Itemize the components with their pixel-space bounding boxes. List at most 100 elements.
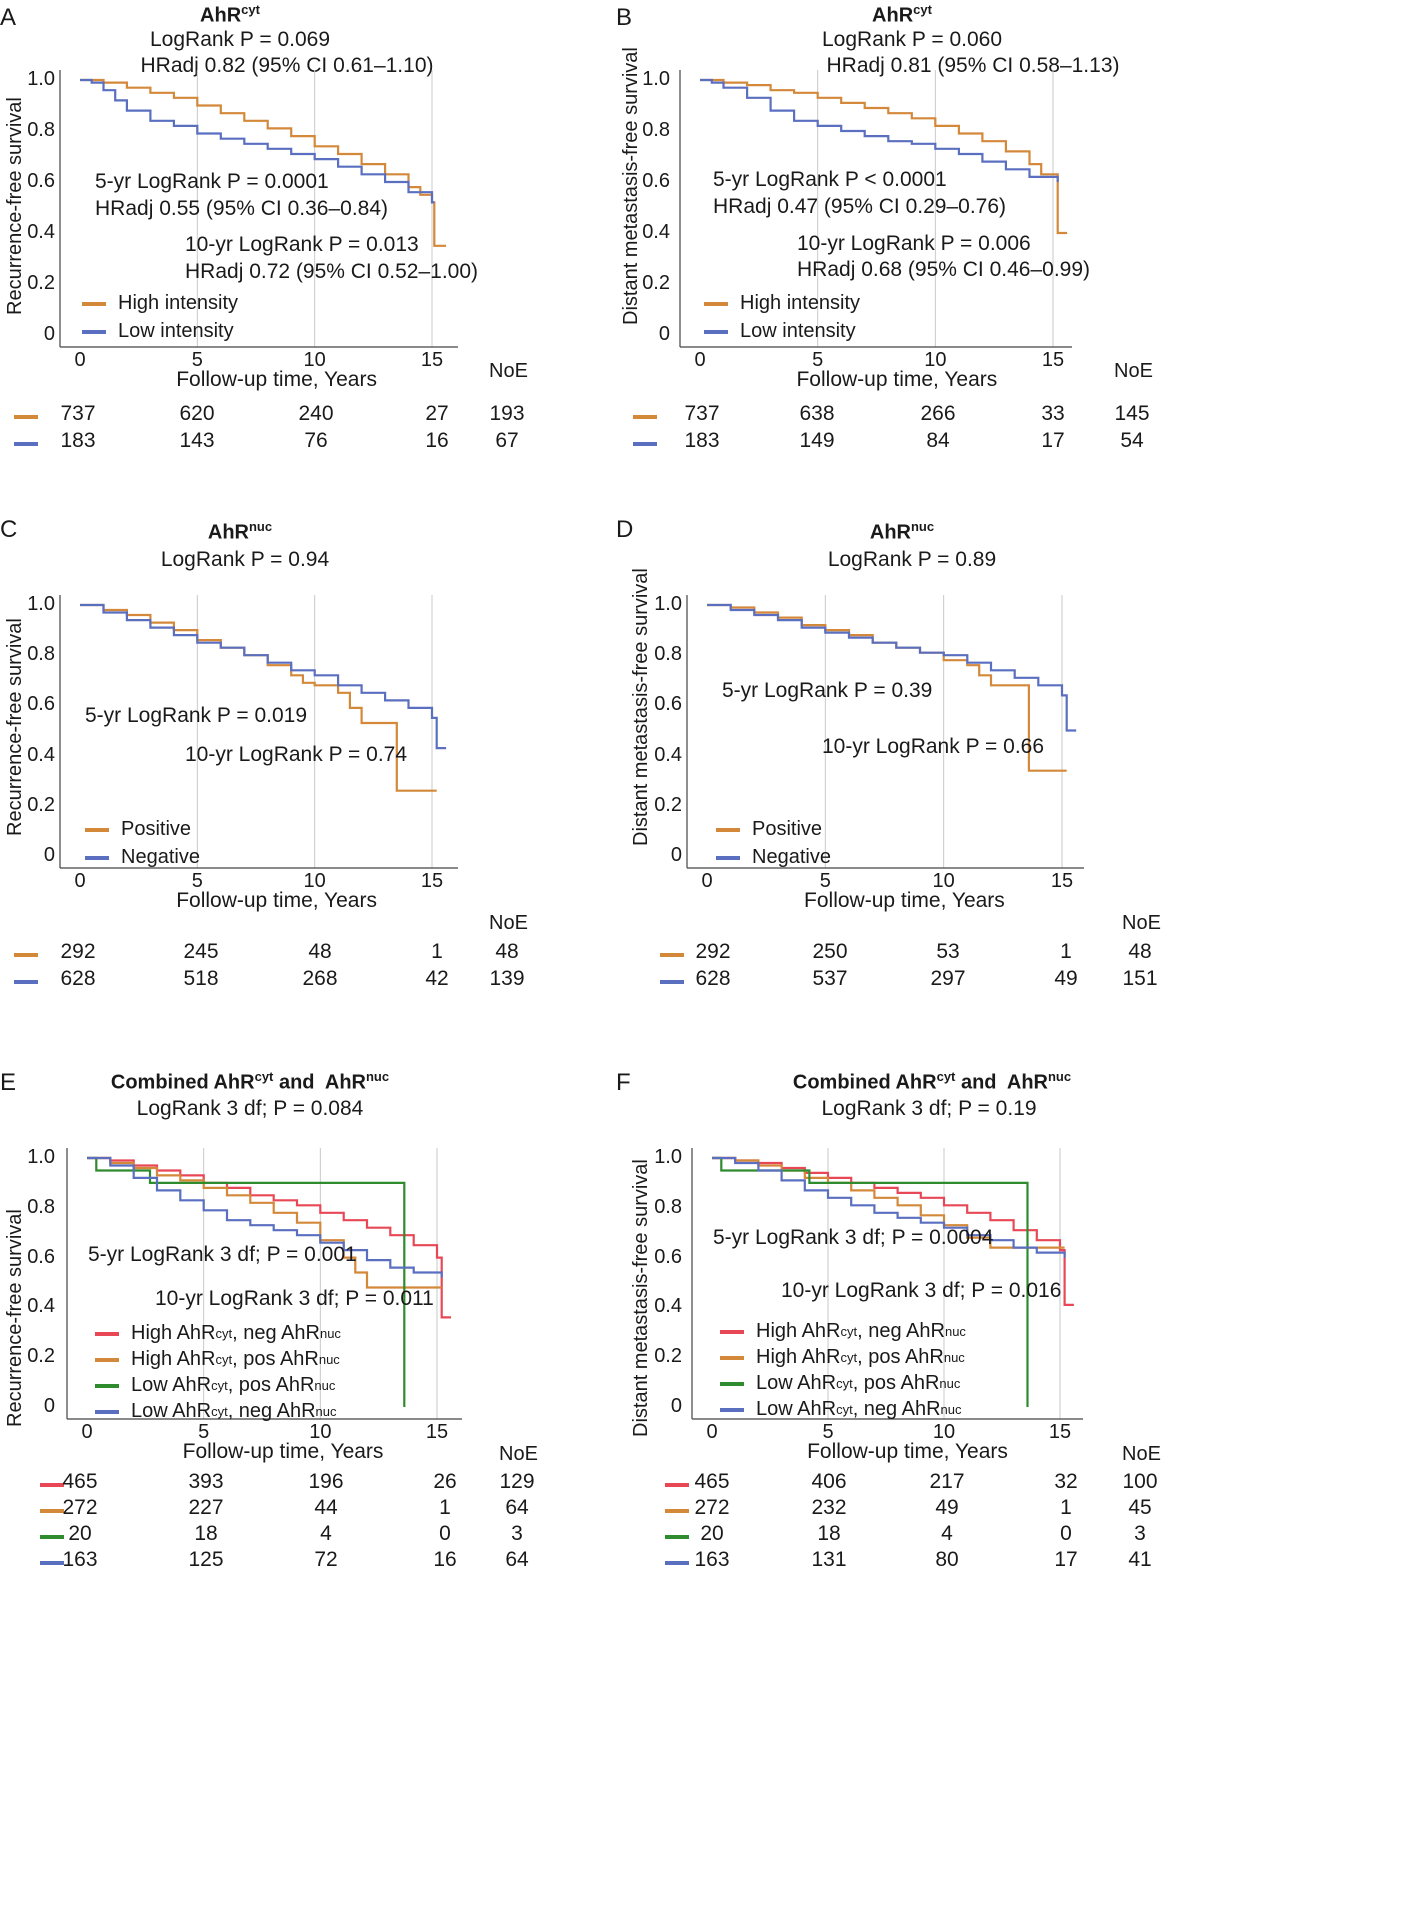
legend-label-sup: nuc: [318, 1352, 340, 1367]
hr-text: HRadj 0.82 (95% CI 0.61–1.10): [140, 54, 434, 77]
y-tick-label: 0.4: [27, 221, 55, 243]
risk-swatch: [14, 980, 38, 984]
risk-table-cell: 250: [812, 940, 848, 963]
survival-curve-high-intensity: [80, 78, 447, 247]
risk-table-cell: 393: [188, 1470, 224, 1493]
legend-swatch: [720, 1407, 744, 1412]
x-tick-label: 10: [303, 349, 326, 371]
legend-label-sup: nuc: [939, 1376, 961, 1391]
risk-table-cell: 232: [811, 1496, 847, 1519]
survival-curve-high-ahrcyt-pos-ahrnuc: [712, 1156, 1065, 1249]
survival-curve-high-intensity: [700, 78, 1068, 235]
logrank-text: LogRank 3 df; P = 0.084: [136, 1097, 364, 1120]
risk-swatch: [14, 415, 38, 419]
risk-table-cell: 84: [926, 429, 950, 452]
y-tick-label: 0.6: [654, 693, 682, 716]
x-tick-label: 15: [420, 870, 444, 892]
risk-table-cell: 1: [431, 940, 443, 963]
survival-curve-high-ahrcyt-pos-ahrnuc: [87, 1156, 442, 1289]
risk-table-cell: 240: [298, 402, 334, 425]
risk-table-cell: 131: [811, 1548, 847, 1571]
risk-table-cell: 32: [1054, 1470, 1078, 1493]
risk-table-cell: 33: [1041, 402, 1065, 425]
legend-label: Positive: [752, 818, 823, 840]
x-tick-label: 15: [1041, 349, 1065, 371]
legend-label-sup: cyt: [211, 1378, 228, 1393]
legend-swatch: [720, 1381, 744, 1386]
risk-swatch: [14, 953, 38, 957]
panel-letter: B: [616, 4, 633, 31]
chart-title: AhRcyt: [0, 2, 580, 28]
y-tick-label: 0.4: [27, 743, 55, 766]
risk-table-cell: 27: [425, 402, 449, 425]
annotation-text: 5-yr LogRank P < 0.0001: [713, 168, 947, 191]
legend-label: High intensity: [740, 292, 861, 314]
noe-cell: 139: [489, 967, 525, 990]
legend-label-sup: cyt: [840, 1324, 858, 1339]
risk-swatch: [633, 442, 657, 446]
title2-sup: nuc: [365, 1069, 390, 1084]
risk-swatch: [665, 1483, 689, 1487]
y-tick-label: 1.0: [27, 1146, 55, 1168]
legend-swatch: [704, 329, 728, 334]
legend-swatch: [720, 1329, 744, 1334]
annotation-text: 5-yr LogRank P = 0.019: [85, 704, 308, 727]
noe-header: NoE: [1122, 1443, 1161, 1465]
legend-swatch: [95, 1331, 119, 1336]
y-tick-label: 0.4: [654, 1295, 682, 1318]
risk-table-cell: 149: [799, 429, 835, 452]
legend-label-sup: nuc: [944, 1324, 966, 1339]
x-tick-label: 5: [191, 349, 203, 371]
title-sup: cyt: [254, 1069, 274, 1084]
risk-table-cell: 53: [936, 940, 960, 963]
legend-label: High AhR: [756, 1320, 841, 1342]
y-axis-label: Recurrence-free survival: [4, 618, 26, 836]
y-tick-label: 1.0: [27, 593, 55, 615]
y-tick-label: 1.0: [642, 68, 670, 90]
risk-table-cell: 183: [684, 429, 720, 452]
title-base: AhR: [869, 521, 911, 544]
risk-table-cell: 227: [188, 1496, 224, 1519]
risk-swatch: [40, 1535, 64, 1539]
y-tick-label: 0.6: [27, 1245, 55, 1268]
risk-swatch: [14, 442, 38, 446]
title-prefix: Combined: [792, 1071, 896, 1094]
risk-table-cell: 76: [304, 429, 328, 452]
chart-title: Combined AhRcyt and AhRnuc: [582, 1069, 1282, 1095]
logrank-text: LogRank P = 0.89: [827, 548, 997, 571]
risk-table-cell: 196: [308, 1470, 344, 1493]
y-tick-label: 0.6: [654, 1245, 682, 1268]
risk-table-cell: 48: [308, 940, 332, 963]
legend-swatch: [82, 301, 106, 306]
legend-label-sup: cyt: [836, 1402, 853, 1417]
y-tick-label: 0.8: [27, 643, 55, 666]
title-sup: cyt: [913, 2, 932, 17]
risk-table-cell: 272: [62, 1496, 98, 1519]
risk-table-cell: 4: [941, 1522, 953, 1545]
legend-item: Low AhR cyt, neg AhR nuc: [720, 1398, 962, 1421]
title2-sup: nuc: [1047, 1069, 1072, 1084]
legend-swatch: [95, 1409, 119, 1414]
legend-label: , pos AhR: [232, 1348, 319, 1370]
legend-label: Low AhR: [131, 1374, 212, 1396]
panel-letter: E: [0, 1069, 17, 1096]
risk-table-cell: 620: [179, 402, 215, 425]
panel-c: C AhRnuc LogRank P = 0.94 1.0 0.8 0.6 0.4 0.2 0 0…: [0, 516, 700, 1240]
legend-swatch: [704, 301, 728, 306]
legend-item: High AhR cyt, neg AhR nuc: [720, 1320, 966, 1343]
panel-d: D AhRnuc LogRank P = 0.89 1.0 0.8 0.6 0.4 0.2 0 0…: [616, 516, 1412, 1240]
legend-label: , pos AhR: [227, 1374, 315, 1396]
risk-table-cell: 20: [68, 1522, 92, 1545]
noe-cell: 100: [1122, 1470, 1158, 1493]
y-tick-label: 0.2: [27, 272, 55, 294]
y-tick-label: 0.2: [654, 793, 682, 816]
x-tick-label: 15: [1050, 870, 1074, 892]
risk-table-cell: 0: [439, 1522, 451, 1545]
risk-table-cell: 406: [811, 1470, 847, 1493]
panel-letter: C: [0, 516, 18, 543]
noe-cell: 54: [1120, 429, 1144, 452]
x-tick-label: 5: [822, 1421, 834, 1443]
legend-swatch: [95, 1357, 119, 1362]
x-tick-label: 0: [81, 1421, 93, 1443]
plot-svg: [679, 70, 1072, 348]
